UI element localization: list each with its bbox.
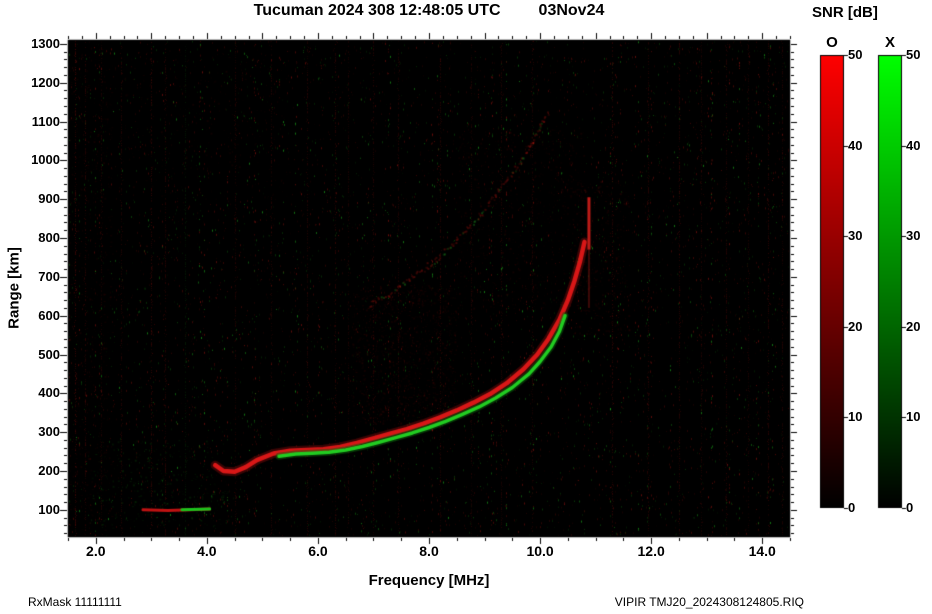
y-tick-label: 100 (38, 501, 60, 517)
date-label: 03Nov24 (538, 2, 605, 19)
y-tick-label: 700 (38, 268, 60, 284)
x-tick-label: 12.0 (637, 543, 665, 559)
colorbar-o-label: O (826, 34, 838, 51)
y-tick-label: 1200 (31, 74, 60, 90)
y-tick-label: 1300 (31, 35, 60, 51)
y-tick-label: 400 (38, 385, 60, 401)
y-tick-label: 1100 (31, 113, 60, 129)
x-tick-label: 4.0 (197, 543, 217, 559)
colorbar-tick-label: 50 (906, 47, 921, 62)
colorbar-tick-label: 0 (906, 500, 914, 515)
colorbar-tick-label: 10 (848, 409, 863, 425)
colorbar-title: SNR [dB] (812, 4, 878, 21)
colorbar-tick-label: 10 (906, 409, 921, 425)
header: Tucuman 2024 308 12:48:05 UTC 03Nov24 (68, 2, 790, 20)
colorbar-tick-label: 30 (848, 228, 863, 244)
y-tick-label: 300 (38, 424, 60, 440)
rxmask-label: RxMask 11111111 (28, 595, 122, 609)
colorbar-tick-label: 0 (848, 500, 856, 515)
colorbar-tick-label: 50 (848, 47, 863, 62)
colorbar-x-label: X (884, 34, 895, 51)
x-tick-label: 14.0 (748, 543, 776, 559)
colorbar-tick-label: 40 (906, 137, 921, 153)
x-tick-label: 2.0 (86, 543, 106, 559)
y-tick-label: 1000 (31, 152, 60, 168)
page-title: Tucuman 2024 308 12:48:05 UTC (253, 2, 501, 19)
y-tick-label: 800 (38, 230, 60, 246)
y-tick-label: 200 (38, 462, 60, 478)
colorbar-tick-label: 20 (848, 318, 863, 334)
x-axis-title: Frequency [MHz] (368, 572, 490, 589)
colorbar-tick-label: 40 (848, 137, 863, 153)
x-tick-label: 8.0 (419, 543, 439, 559)
y-tick-label: 900 (38, 191, 60, 207)
colorbar-tick-label: 20 (906, 318, 921, 334)
y-tick-label: 500 (38, 346, 60, 362)
data-file-label: VIPIR TMJ20_2024308124805.RIQ (614, 595, 804, 609)
x-tick-label: 10.0 (526, 543, 554, 559)
y-tick-label: 600 (38, 307, 60, 323)
colorbar-tick-label: 30 (906, 228, 921, 244)
x-tick-label: 6.0 (308, 543, 328, 559)
